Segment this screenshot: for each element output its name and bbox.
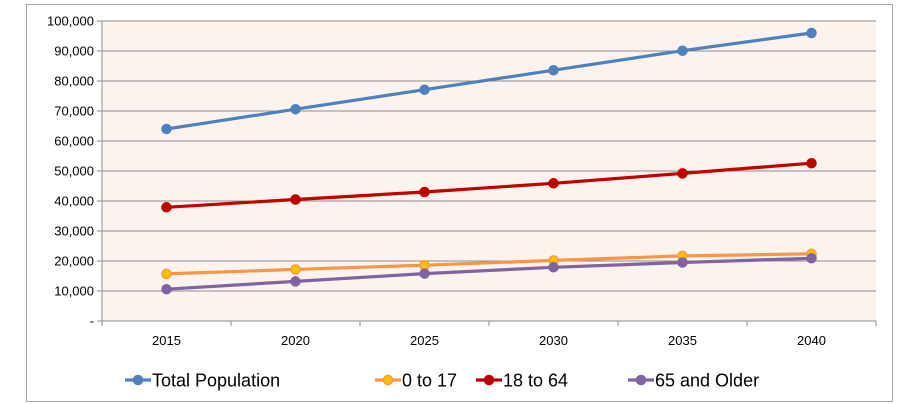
legend: Total Population 0 to 17 18 to 64 65 and Ol… [125, 371, 759, 391]
y-tick-label: 60,000 [54, 134, 94, 149]
legend-marker [382, 374, 394, 386]
y-tick-label: 50,000 [54, 164, 94, 179]
y-tick-label: 70,000 [54, 104, 94, 119]
series-0 [161, 27, 817, 135]
data-point [161, 123, 172, 135]
data-point [548, 64, 559, 76]
data-point [548, 262, 559, 273]
y-tick-label: 40,000 [54, 194, 94, 209]
x-tick-label: 2040 [797, 333, 826, 348]
series-lines [161, 27, 817, 295]
legend-marker [635, 374, 647, 386]
series-3 [161, 253, 817, 295]
x-tick-label: 2025 [410, 333, 439, 348]
series-line [166, 256, 812, 291]
data-point [419, 186, 430, 198]
y-tick-label: 100,000 [47, 14, 94, 29]
data-point [677, 45, 688, 56]
legend-label: Total Population [152, 371, 280, 391]
data-point [677, 257, 688, 268]
x-tick-label: 2020 [281, 333, 310, 348]
data-point [806, 157, 817, 169]
data-point [161, 202, 172, 213]
legend-label: 18 to 64 [503, 371, 568, 391]
data-point [290, 276, 301, 287]
data-point [806, 253, 817, 264]
series-2 [161, 157, 817, 213]
x-tick-label: 2035 [668, 333, 697, 348]
legend-marker [132, 374, 144, 386]
series-line [166, 252, 812, 276]
legend-label: 65 and Older [655, 371, 759, 391]
x-tick-label: 2015 [152, 333, 181, 348]
y-axis-ticks: - 10,000 20,000 30,000 40,000 50,000 60,000 70,… [47, 14, 102, 329]
legend-item: 65 and Older [628, 371, 759, 391]
data-point [290, 103, 301, 115]
legend-item: 0 to 17 [375, 371, 457, 391]
legend-item: Total Population [125, 371, 280, 391]
gridlines [102, 20, 876, 292]
data-point [290, 194, 301, 205]
legend-marker [483, 374, 495, 386]
y-tick-label: 80,000 [54, 74, 94, 89]
data-point [419, 84, 430, 95]
y-tick-label: - [90, 314, 94, 329]
data-point [677, 168, 688, 179]
data-point [290, 264, 301, 275]
series-line [166, 161, 812, 209]
data-point [548, 178, 559, 189]
series-line [166, 31, 812, 131]
data-point [806, 27, 817, 39]
y-tick-label: 30,000 [54, 224, 94, 239]
data-point [161, 268, 172, 280]
y-tick-label: 90,000 [54, 44, 94, 59]
x-axis-ticks: 2015 2020 2025 2030 2035 2040 [101, 321, 877, 348]
legend-item: 18 to 64 [476, 371, 568, 391]
data-point [161, 283, 172, 295]
x-tick-label: 2030 [539, 333, 568, 348]
y-tick-label: 10,000 [54, 284, 94, 299]
y-tick-label: 20,000 [54, 254, 94, 269]
data-point [419, 268, 430, 279]
legend-label: 0 to 17 [402, 371, 457, 391]
